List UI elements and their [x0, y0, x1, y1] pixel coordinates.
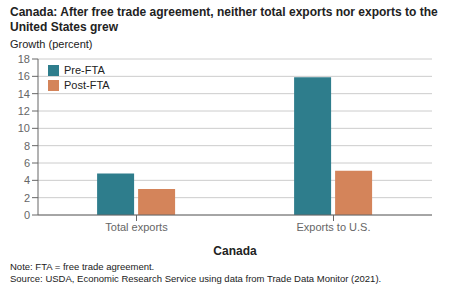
svg-text:14: 14 [18, 88, 30, 100]
html-text:Growth (percent): Growth (percent) [10, 38, 93, 50]
svg-text:6: 6 [24, 157, 30, 169]
svg-text:2: 2 [24, 192, 30, 204]
html-text:Pre-FTA: Pre-FTA [64, 64, 105, 76]
html-text:Note: FTA = free trade agreeme: Note: FTA = free trade agreement. [10, 261, 155, 272]
svg-text:0: 0 [24, 209, 30, 221]
svg-text:16: 16 [18, 70, 30, 82]
svg-text:Total exports: Total exports [105, 221, 168, 233]
svg-text:8: 8 [24, 140, 30, 152]
svg-text:10: 10 [18, 122, 30, 134]
svg-text:Canada: Canada [213, 244, 257, 257]
svg-text:4: 4 [24, 174, 30, 186]
html-text:Canada: After free trade agree: Canada: After free trade agreement, neit… [10, 5, 438, 34]
svg-text:Exports to U.S.: Exports to U.S. [297, 221, 371, 233]
svg-text:18: 18 [18, 53, 30, 65]
svg-text:12: 12 [18, 105, 30, 117]
html-text:Source: USDA, Economic Researc: Source: USDA, Economic Research Service … [10, 273, 382, 284]
html-text:Post-FTA: Post-FTA [64, 79, 110, 91]
